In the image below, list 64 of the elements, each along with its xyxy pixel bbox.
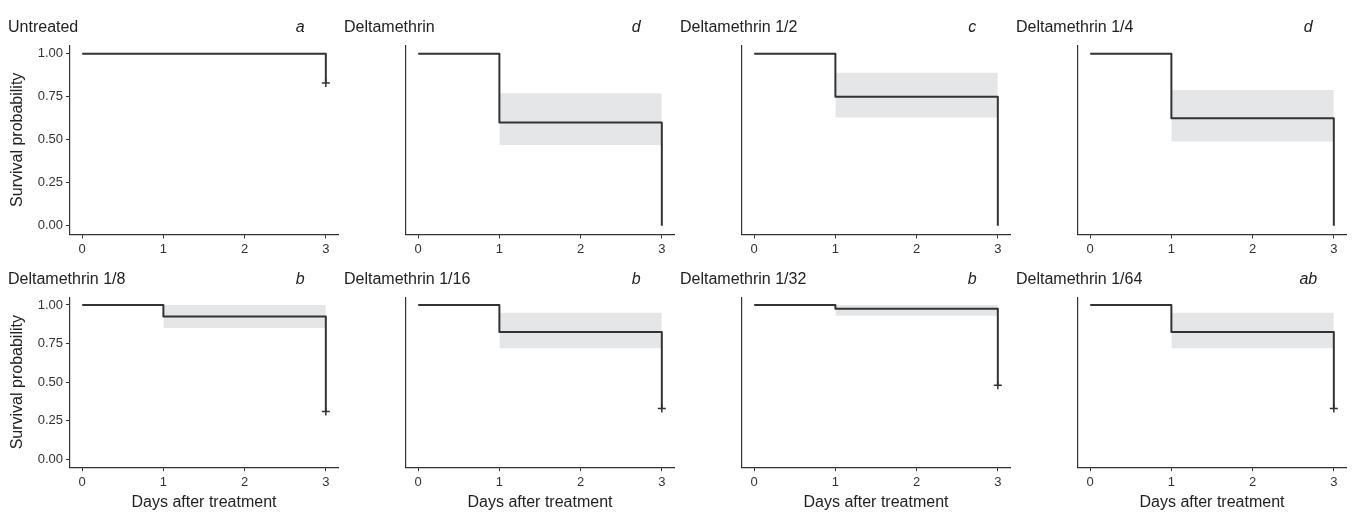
x-tick-label: 1 [495,473,504,489]
chart-title: Deltamethrin 1/4 [1016,18,1134,36]
x-tick-label: 3 [994,240,1002,256]
x-tick-label: 1 [495,240,504,256]
chart-title: Deltamethrin [344,18,435,36]
x-tick-label: 1 [159,473,168,489]
x-tick-label: 3 [322,473,330,489]
x-axis-title: Days after treatment [131,492,278,510]
y-tick-label: 1.00 [37,296,63,312]
y-tick-label: 0.25 [37,412,63,428]
x-tick-label: 3 [658,240,666,256]
x-tick-label: 0 [1086,473,1094,489]
y-tick-label: 0.00 [37,451,63,467]
x-axis-title: Days after treatment [803,492,950,510]
x-tick-label: 3 [658,473,666,489]
y-axis-title: Survival probability [8,72,26,207]
y-tick-label: 0.75 [37,88,63,104]
x-tick-label: 1 [1167,240,1176,256]
y-axis-title: Survival probability [8,315,26,450]
text: ab [1299,270,1318,288]
text: c [968,18,977,36]
x-tick-label: 3 [322,240,330,256]
y-tick-label: 0.50 [37,131,63,147]
chart-title: Untreated [8,18,79,36]
x-tick-label: 3 [1330,473,1338,489]
y-tick-label: 1.00 [37,45,63,61]
chart-title: Deltamethrin 1/16 [344,270,471,288]
x-axis-title: Days after treatment [1139,492,1286,510]
text: d [1303,18,1314,36]
y-tick-label: 0.25 [37,174,63,190]
x-tick-label: 3 [1330,240,1338,256]
text: d [631,18,642,36]
x-tick-label: 0 [78,240,86,256]
x-tick-label: 1 [159,240,168,256]
x-tick-label: 1 [1167,473,1176,489]
text: a [295,18,305,36]
x-tick-label: 2 [912,240,921,256]
chart-title: Deltamethrin 1/8 [8,270,126,288]
x-axis-title: Days after treatment [467,492,614,510]
x-tick-label: 0 [78,473,86,489]
x-tick-label: 0 [414,473,422,489]
x-tick-label: 1 [831,240,840,256]
chart-title: Deltamethrin 1/2 [680,18,798,36]
x-tick-label: 2 [240,240,249,256]
text: b [967,270,977,288]
x-tick-label: 3 [994,473,1002,489]
x-tick-label: 1 [831,473,840,489]
x-tick-label: 0 [750,240,758,256]
x-tick-label: 2 [576,473,585,489]
x-tick-label: 2 [576,240,585,256]
chart-title: Deltamethrin 1/64 [1016,270,1143,288]
text: b [631,270,641,288]
x-tick-label: 0 [1086,240,1094,256]
y-tick-label: 0.00 [37,217,63,233]
x-tick-label: 2 [1248,473,1257,489]
x-tick-label: 0 [750,473,758,489]
chart-title: Deltamethrin 1/32 [680,270,807,288]
x-tick-label: 2 [1248,240,1257,256]
y-tick-label: 0.75 [37,335,63,351]
text: b [295,270,305,288]
y-tick-label: 0.50 [37,373,63,389]
x-tick-label: 2 [912,473,921,489]
x-tick-label: 2 [240,473,249,489]
x-tick-label: 0 [414,240,422,256]
